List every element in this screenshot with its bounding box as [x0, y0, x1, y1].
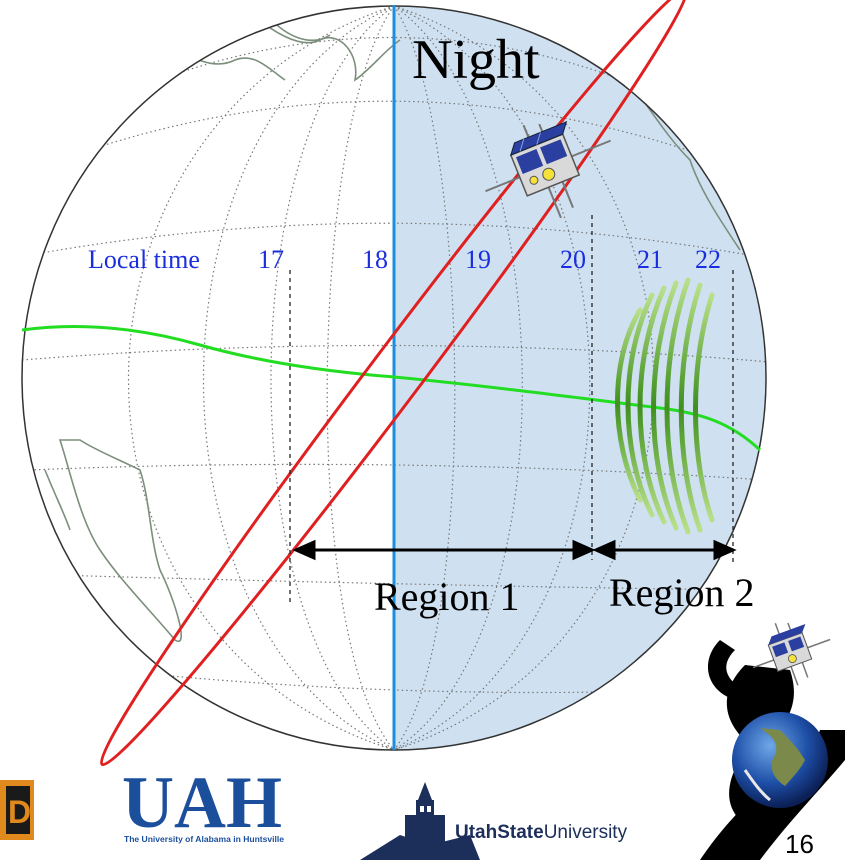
- left-logo: D: [0, 780, 34, 840]
- night-region: [394, 6, 766, 750]
- usu-logo-regular: University: [544, 822, 628, 843]
- local-time-ticks: [289, 215, 734, 605]
- mission-logo-icon: [700, 622, 845, 860]
- local-time-label: Local time: [88, 245, 200, 274]
- uah-logo-subtitle: The University of Alabama in Huntsville: [124, 834, 284, 844]
- usu-logo: UtahStateUniversity: [360, 782, 628, 860]
- region-1-label: Region 1: [374, 574, 520, 619]
- uah-logo: UAH The University of Alabama in Huntsvi…: [122, 762, 284, 844]
- tick-label-19: 19: [465, 245, 491, 274]
- aurora-emission: [615, 277, 715, 535]
- usu-logo-bold: UtahState: [455, 822, 544, 843]
- region-arrows: [292, 539, 737, 561]
- region-2-label: Region 2: [609, 570, 755, 615]
- uah-logo-text: UAH: [122, 762, 282, 844]
- satellite-orbit: [99, 0, 689, 767]
- old-main-tower-icon: [360, 782, 480, 860]
- night-label: Night: [412, 29, 540, 91]
- tick-label-17: 17: [258, 245, 284, 274]
- tick-label-21: 21: [637, 245, 663, 274]
- satellite-icon: [485, 120, 612, 219]
- left-logo-letter: D: [8, 794, 31, 830]
- equator-track: [21, 325, 762, 452]
- tick-label-22: 22: [695, 245, 721, 274]
- page-number: 16: [785, 829, 814, 859]
- tick-label-18: 18: [362, 245, 388, 274]
- local-time-labels: Local time 17 18 19 20 21 22: [88, 245, 721, 274]
- globe: [21, 5, 767, 751]
- tick-label-20: 20: [560, 245, 586, 274]
- usu-logo-text: UtahStateUniversity: [455, 822, 628, 843]
